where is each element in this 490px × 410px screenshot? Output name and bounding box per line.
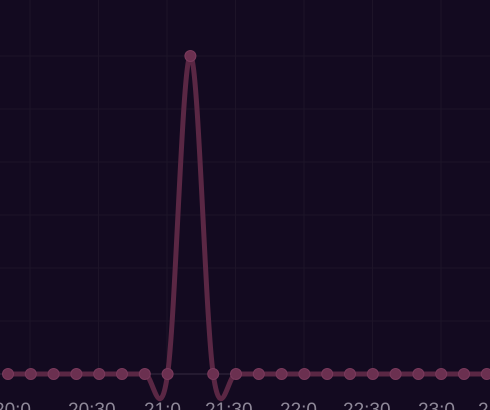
data-point[interactable]: [47, 368, 60, 380]
data-point[interactable]: [275, 368, 288, 380]
data-point[interactable]: [252, 368, 265, 380]
series-line-0: [5, 53, 490, 402]
data-point[interactable]: [298, 368, 311, 380]
data-point[interactable]: [70, 368, 83, 380]
data-point[interactable]: [458, 368, 470, 380]
data-point[interactable]: [366, 368, 379, 380]
series-layer: [5, 53, 490, 402]
data-point[interactable]: [321, 368, 334, 380]
x-tick-label: 22:30: [343, 400, 391, 410]
x-tick-label: 2: [478, 400, 489, 410]
grid-lines: [0, 373, 490, 375]
data-points: [2, 50, 490, 380]
x-tick-label: 20:30: [68, 400, 116, 410]
data-point[interactable]: [230, 368, 242, 380]
data-point[interactable]: [93, 368, 106, 380]
data-point[interactable]: [138, 368, 151, 380]
data-point[interactable]: [24, 368, 37, 380]
data-point[interactable]: [116, 368, 128, 380]
data-point[interactable]: [389, 368, 402, 380]
x-tick-label: 21:30: [205, 400, 253, 410]
x-tick-label: 23:0: [418, 400, 455, 410]
data-point[interactable]: [184, 50, 197, 62]
data-point[interactable]: [412, 368, 425, 380]
data-point[interactable]: [2, 368, 14, 380]
data-point[interactable]: [207, 368, 220, 380]
x-tick-label: 20:0: [0, 400, 31, 410]
x-axis-tick-labels: 20:0 20:30 21:0 21:30 22:0 22:30 23:0 2: [0, 400, 489, 410]
data-point[interactable]: [161, 368, 174, 380]
x-tick-label: 22:0: [280, 400, 317, 410]
data-point[interactable]: [480, 368, 490, 380]
x-tick-label: 21:0: [144, 400, 181, 410]
data-point[interactable]: [344, 368, 356, 380]
data-point[interactable]: [435, 368, 448, 380]
